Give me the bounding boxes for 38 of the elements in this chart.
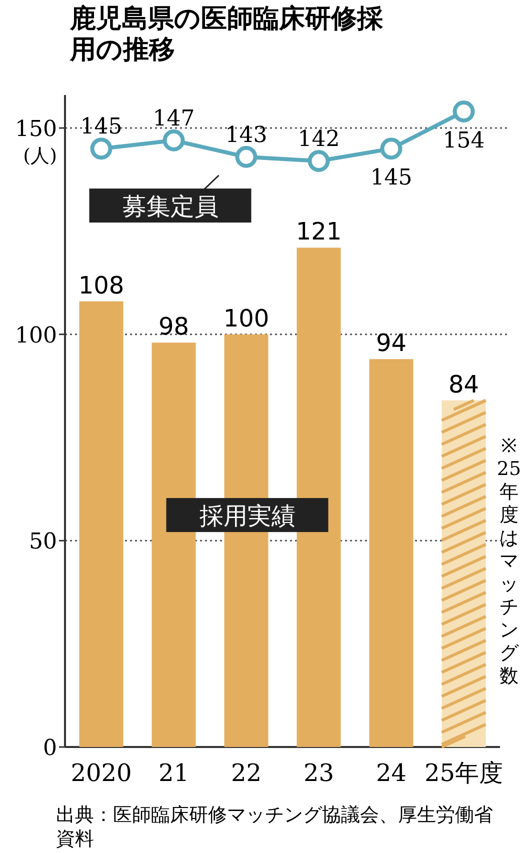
source-note: 出典：医師臨床研修マッチング協議会、厚生労働省資料 (56, 803, 494, 851)
data-label: 108 (78, 271, 124, 300)
data-label: 147 (152, 106, 195, 132)
bar (79, 301, 124, 747)
x-tick-label: 23 (303, 759, 334, 787)
point (90, 138, 112, 160)
data-label: 143 (225, 122, 268, 148)
y-tick-label: 100 (15, 323, 57, 348)
data-label: 154 (442, 128, 485, 154)
chart-title: 鹿児島県の医師臨床研修採用の推移 (70, 4, 384, 66)
x-tick-label: 21 (158, 759, 190, 787)
series-label: 採用実績 (199, 502, 296, 530)
bar (296, 248, 341, 747)
x-tick-label: 22 (230, 759, 262, 787)
annotation: ※25年度はマッチング数 (496, 435, 522, 687)
data-label: 100 (223, 304, 270, 332)
x-tick-label: 24 (376, 759, 407, 787)
data-label: 84 (448, 370, 480, 398)
point (235, 146, 258, 168)
x-tick-label: 25年度 (424, 759, 504, 787)
point (162, 129, 185, 152)
data-label: 98 (158, 312, 190, 341)
x-tick-label: 2020 (70, 759, 132, 787)
data-label: 145 (80, 114, 122, 140)
data-label: 121 (296, 218, 342, 246)
point (308, 150, 330, 172)
y-tick-label: 50 (29, 530, 57, 555)
y-axis-title: (人) (23, 145, 57, 168)
point (380, 138, 402, 160)
data-label: 94 (376, 329, 407, 358)
y-tick-label: 0 (43, 736, 57, 761)
point (452, 100, 475, 123)
bar (152, 342, 196, 747)
bar (369, 359, 414, 747)
data-label: 145 (370, 166, 412, 191)
series-label: 募集定員 (122, 192, 218, 221)
data-label: 142 (298, 127, 340, 152)
y-tick-label: 150 (15, 117, 57, 142)
